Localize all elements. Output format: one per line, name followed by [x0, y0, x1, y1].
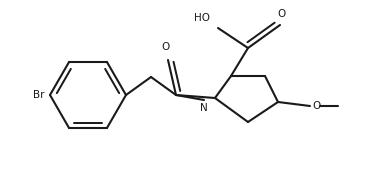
Text: O: O [162, 42, 170, 52]
Text: Br: Br [32, 90, 44, 100]
Text: O: O [278, 9, 286, 19]
Text: HO: HO [194, 13, 210, 23]
Text: N: N [200, 103, 208, 113]
Text: O: O [312, 101, 320, 111]
